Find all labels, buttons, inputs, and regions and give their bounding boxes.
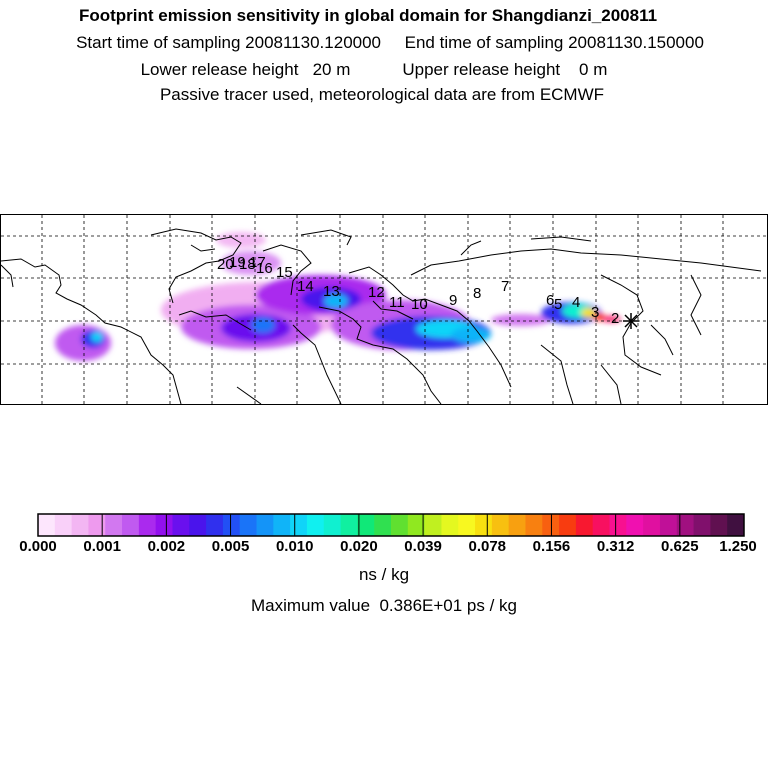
colorbar-segment: [391, 514, 409, 536]
colorbar-segment: [643, 514, 661, 536]
colorbar-segment: [710, 514, 728, 536]
colorbar-segment: [424, 514, 442, 536]
colorbar-segment: [693, 514, 711, 536]
colorbar-segment: [290, 514, 308, 536]
release-heights: Lower release height 20 m Upper release …: [140, 60, 608, 79]
colorbar-tick-label: 0.010: [275, 538, 314, 555]
traj-label: 17: [249, 254, 266, 271]
maximum-value: Maximum value 0.386E+01 ps / kg: [251, 596, 517, 615]
traj-label: 12: [368, 284, 385, 301]
traj-label: 9: [449, 292, 457, 309]
colorbar-tick-label: 0.000: [19, 538, 57, 555]
coastlines: [1, 228, 762, 404]
colorbar-segment: [155, 514, 173, 536]
colorbar-segment: [491, 514, 510, 536]
colorbar-segment: [676, 514, 695, 536]
trajectory-labels: 2 3 4 5 6 7 8 9 10 11 12 13 14 15 16 17 …: [217, 254, 619, 327]
lat-lon-grid: [1, 215, 767, 404]
map-canvas: 2 3 4 5 6 7 8 9 10 11 12 13 14 15 16 17 …: [1, 215, 767, 404]
traj-label: 3: [591, 304, 599, 321]
sampling-times: Start time of sampling 20081130.120000 E…: [76, 33, 704, 52]
traj-label: 8: [473, 285, 481, 302]
colorbar-segment: [575, 514, 594, 536]
colorbar-segment: [727, 514, 745, 536]
colorbar-segment: [172, 514, 190, 536]
traj-label: 19: [229, 254, 246, 271]
station-star-icon: [623, 313, 639, 329]
colorbar-unit: ns / kg: [358, 565, 410, 584]
colorbar-segment: [256, 514, 274, 536]
colorbar-tick-label: 0.002: [147, 538, 186, 555]
colorbar-segment: [659, 514, 678, 536]
colorbar-segment: [54, 514, 73, 536]
colorbar-tick-label: 0.625: [661, 538, 699, 555]
colorbar-segment: [222, 514, 241, 536]
colorbar-segment: [458, 514, 476, 536]
colorbar-tick-label: 0.005: [211, 538, 250, 555]
colorbar: [37, 513, 745, 537]
colorbar-segment: [71, 514, 89, 536]
colorbar-segment: [626, 514, 644, 536]
colorbar-segment: [374, 514, 392, 536]
traj-label: 16: [256, 260, 273, 277]
colorbar-segment: [189, 514, 207, 536]
colorbar-segment: [542, 514, 560, 536]
plot-title: Footprint emission sensitivity in global…: [78, 6, 658, 25]
traj-label: 2: [611, 310, 619, 327]
colorbar-tick-label: 0.078: [468, 538, 507, 555]
colorbar-segment: [138, 514, 157, 536]
traj-label: 15: [276, 264, 293, 281]
colorbar-tick-label: 0.001: [83, 538, 121, 555]
traj-label: 11: [389, 294, 405, 311]
colorbar-segment: [323, 514, 342, 536]
colorbar-segment: [475, 514, 493, 536]
colorbar-border: [37, 513, 745, 537]
colorbar-segment: [105, 514, 123, 536]
colorbar-tick-label: 0.020: [340, 538, 378, 555]
colorbar-segment: [38, 514, 56, 536]
traj-label: 20: [217, 256, 234, 273]
colorbar-segment: [357, 514, 375, 536]
traj-label: 18: [239, 256, 256, 273]
colorbar-tick-label: 0.039: [404, 538, 442, 555]
colorbar-segment: [206, 514, 224, 536]
traj-label: 5: [554, 296, 562, 313]
colorbar-segment: [340, 514, 358, 536]
tracer-info: Passive tracer used, meteorological data…: [159, 85, 605, 104]
colorbar-segment: [306, 514, 325, 536]
colorbar-segment: [273, 514, 291, 536]
footprint-plume: [55, 232, 621, 361]
colorbar-segment: [525, 514, 543, 536]
colorbar-segment: [609, 514, 627, 536]
colorbar-tick-label: 1.250: [719, 538, 757, 555]
traj-label: 7: [501, 278, 509, 295]
traj-label: 13: [323, 283, 340, 300]
colorbar-segment: [441, 514, 459, 536]
colorbar-tick-label: 0.156: [532, 538, 571, 555]
traj-label: 14: [297, 278, 314, 295]
colorbar-segment: [122, 514, 140, 536]
traj-label: 4: [572, 294, 580, 311]
colorbar-segment: [239, 514, 258, 536]
colorbar-segment: [592, 514, 611, 536]
traj-label: 10: [411, 296, 428, 313]
colorbar-tick-label: 0.312: [596, 538, 635, 555]
traj-label: 6: [546, 292, 554, 309]
colorbar-segment: [508, 514, 526, 536]
colorbar-segment: [407, 514, 426, 536]
colorbar-segment: [88, 514, 106, 536]
colorbar-segment: [559, 514, 577, 536]
footprint-map: 2 3 4 5 6 7 8 9 10 11 12 13 14 15 16 17 …: [0, 214, 768, 405]
